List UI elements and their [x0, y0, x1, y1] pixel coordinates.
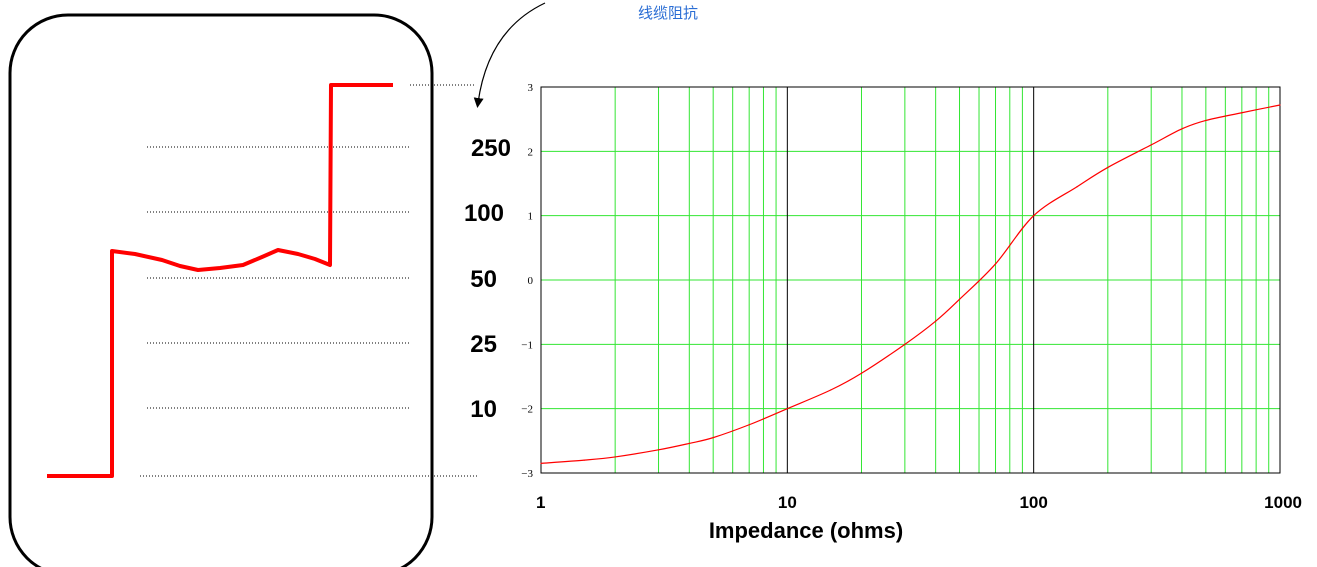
data-point [1107, 166, 1109, 169]
x-tick-labels: 1 10 100 1000 [536, 493, 1302, 512]
tdr-display-frame [8, 13, 434, 567]
data-point [1181, 128, 1183, 130]
data-point [1241, 112, 1243, 114]
data-point [1205, 119, 1207, 122]
data-point [688, 442, 690, 445]
data-point [657, 449, 660, 451]
data-point [1150, 144, 1152, 146]
data-point [614, 456, 616, 458]
level-label-10: 10 [470, 396, 497, 423]
y-tick-label: −1 [521, 339, 533, 351]
level-label-250: 250 [471, 135, 511, 162]
level-label-50: 50 [470, 266, 497, 293]
annotation-label: 线缆阻抗 [638, 4, 698, 22]
data-point [748, 424, 750, 426]
data-point [540, 462, 542, 464]
data-point [958, 298, 961, 300]
data-point [786, 408, 788, 410]
data-point [830, 389, 832, 391]
y-tick-label: 2 [528, 146, 534, 158]
chart-grid [541, 87, 1280, 473]
annotation-arrow [473, 2, 546, 108]
data-point [712, 437, 714, 439]
y-tick-label: 0 [528, 275, 534, 287]
y-tick-labels: 3 2 1 0 −1 −2 −3 [521, 82, 533, 480]
x-axis-label: Impedance (ohms) [709, 518, 903, 543]
level-label-25: 25 [470, 331, 497, 358]
y-tick-label: 3 [528, 82, 534, 94]
series-points [540, 104, 1281, 464]
data-point [1033, 215, 1035, 217]
series-line [540, 104, 1281, 464]
plot-area-border [540, 86, 1281, 474]
x-tick-label: 1 [536, 493, 545, 512]
dotted-reference-lines [140, 84, 477, 477]
x-tick-label: 100 [1019, 493, 1047, 512]
y-tick-label: 1 [528, 211, 534, 223]
tdr-trace [47, 83, 393, 478]
data-point [935, 320, 937, 322]
data-point [904, 343, 906, 345]
x-tick-label: 1000 [1264, 493, 1302, 512]
data-point [994, 263, 997, 265]
data-point [1279, 104, 1281, 106]
data-point [583, 459, 585, 461]
level-label-100: 100 [464, 200, 504, 227]
tdr-level-labels: 250 100 50 25 10 [464, 135, 511, 423]
x-tick-label: 10 [778, 493, 797, 512]
y-tick-label: −3 [521, 468, 533, 480]
data-point [1076, 186, 1078, 188]
y-tick-label: −2 [521, 404, 533, 416]
data-point [860, 372, 863, 374]
